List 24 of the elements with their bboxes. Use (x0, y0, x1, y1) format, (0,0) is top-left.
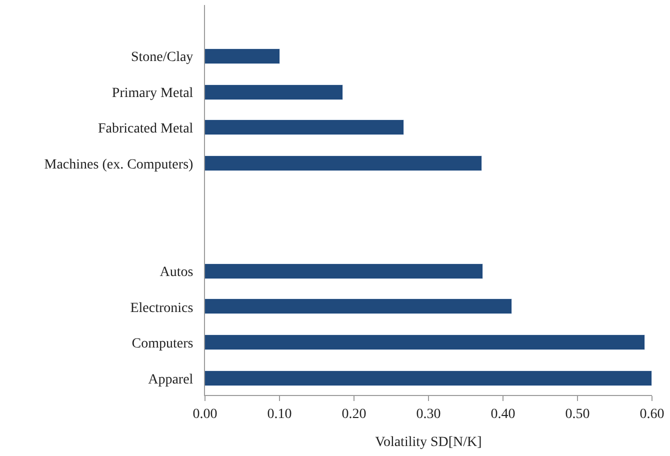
x-tick-label: 0.50 (565, 406, 590, 422)
y-tick-label: Stone/Clay (130, 50, 194, 66)
y-tick-label: Computers (132, 336, 194, 352)
x-tick-label: 0.40 (490, 406, 516, 422)
y-tick-label: Electronics (130, 300, 194, 316)
x-tick-label: 0.00 (192, 406, 218, 422)
bar (205, 84, 343, 100)
bar (205, 370, 652, 386)
x-tick-label: 0.60 (640, 406, 664, 422)
y-tick-label: Machines (ex. Computers) (44, 158, 194, 173)
x-tick-label: 0.10 (267, 406, 292, 422)
y-tick-label: Apparel (148, 372, 194, 388)
bar (205, 120, 404, 135)
y-tick-label: Primary Metal (112, 86, 194, 101)
bar (205, 298, 512, 314)
bar (205, 48, 280, 64)
x-tick-label: 0.30 (416, 406, 441, 422)
bar (205, 156, 482, 171)
x-tick-label: 0.20 (342, 406, 366, 422)
y-tick-label: Fabricated Metal (98, 122, 194, 137)
y-tick-label: Autos (160, 264, 194, 280)
x-axis-title: Volatility SD[N/K] (375, 435, 482, 450)
bar (205, 334, 645, 350)
bar (205, 264, 483, 279)
